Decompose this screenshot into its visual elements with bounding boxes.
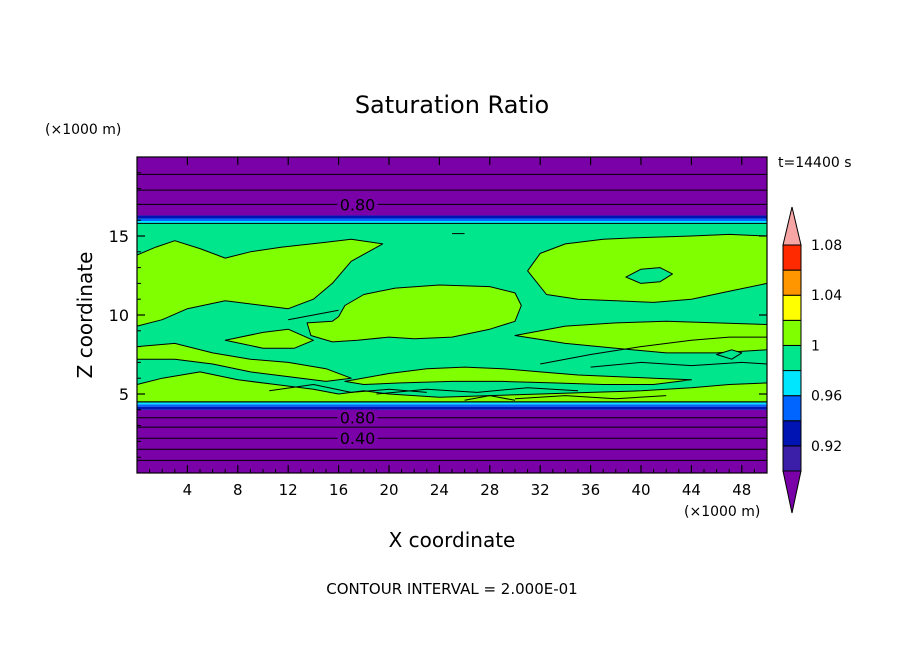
contour-label-1: 0.80 <box>340 409 376 428</box>
band-2 <box>137 404 767 407</box>
colorbar-label-0.96: 0.96 <box>811 389 842 405</box>
band-0 <box>137 409 767 473</box>
x-axis-ticks: 4 8 12 16 20 24 28 32 36 40 44 48 <box>149 157 755 499</box>
contour-label-bg-1 <box>337 409 378 426</box>
chart-title: Saturation Ratio <box>355 91 549 119</box>
colorbar-segment-1 <box>782 420 802 447</box>
contour-region-0 <box>137 238 384 327</box>
x-tick-label-20: 20 <box>379 481 398 499</box>
x-tick-label-28: 28 <box>480 481 499 499</box>
contour-lines <box>137 173 767 461</box>
band-6 <box>137 218 767 221</box>
y-tick-label-15: 15 <box>109 227 129 246</box>
y-axis-ticks: 5 10 15 <box>109 172 767 458</box>
x-tick-label-4: 4 <box>183 481 193 499</box>
contour-region-4 <box>514 320 767 354</box>
contour-extra-line-1 <box>376 387 579 395</box>
y-unit-label: (×1000 m) <box>45 122 121 138</box>
contour-plot-area <box>137 157 767 473</box>
colorbar-segment-8 <box>782 244 802 271</box>
x-tick-label-40: 40 <box>631 481 650 499</box>
x-tick-label-12: 12 <box>279 481 298 499</box>
colorbar-segment-3 <box>782 370 802 397</box>
colorbar-segment-7 <box>782 269 802 296</box>
colorbar-label-1: 1 <box>811 338 820 354</box>
contour-region-9 <box>716 349 743 360</box>
colorbar-label-1.08: 1.08 <box>811 238 842 254</box>
x-tick-label-36: 36 <box>581 481 600 499</box>
contour-extra-line-5 <box>540 336 767 365</box>
contour-regions <box>137 233 767 403</box>
contour-label-0: 0.80 <box>340 195 376 214</box>
colorbar-under-triangle <box>782 470 802 514</box>
band-1 <box>137 406 767 410</box>
contour-region-8 <box>625 267 673 284</box>
contour-extra-line-4 <box>590 361 767 368</box>
y-axis-label: Z coordinate <box>73 252 97 379</box>
x-tick-label-16: 16 <box>329 481 348 499</box>
colorbar-over-triangle <box>782 206 802 246</box>
contour-region-2 <box>306 284 522 343</box>
contour-extra-line-6 <box>288 309 339 321</box>
colorbar: 0.92 0.96 1 1.04 1.08 <box>782 206 842 514</box>
time-label: t=14400 s <box>778 155 852 171</box>
x-unit-label: (×1000 m) <box>684 504 760 520</box>
contour-region-1 <box>137 371 767 403</box>
contour-region-7 <box>344 366 692 385</box>
band-7 <box>137 215 767 219</box>
contour-interval-footer: CONTOUR INTERVAL = 2.000E-01 <box>326 580 577 598</box>
x-tick-label-48: 48 <box>732 481 751 499</box>
contour-label-bg-0 <box>337 196 378 213</box>
band-5 <box>137 220 767 224</box>
x-tick-label-24: 24 <box>430 481 449 499</box>
contour-labels: 0.800.800.40 <box>337 195 378 448</box>
band-3 <box>137 401 767 405</box>
contour-label-2: 0.40 <box>340 429 376 448</box>
colorbar-segment-0 <box>782 445 802 472</box>
x-axis-label: X coordinate <box>389 528 516 552</box>
x-tick-label-32: 32 <box>531 481 550 499</box>
y-tick-label-5: 5 <box>119 385 129 404</box>
band-8 <box>137 157 767 216</box>
colorbar-label-1.04: 1.04 <box>811 288 842 304</box>
contour-extra-line-3 <box>464 395 516 401</box>
contour-extra-line-0 <box>269 384 427 393</box>
y-tick-label-10: 10 <box>109 306 129 325</box>
x-tick-label-44: 44 <box>682 481 701 499</box>
colorbar-segment-4 <box>782 344 802 372</box>
contour-extra-lines <box>269 233 767 401</box>
contour-extra-line-2 <box>514 395 667 400</box>
colorbar-label-0.92: 0.92 <box>811 439 842 455</box>
colorbar-segment-6 <box>782 294 802 321</box>
contour-region-5 <box>137 342 352 382</box>
colorbar-segment-2 <box>782 395 802 422</box>
x-tick-label-8: 8 <box>233 481 243 499</box>
colorbar-segment-5 <box>782 319 802 346</box>
contour-region-6 <box>224 328 314 349</box>
contour-label-bg-2 <box>337 430 378 447</box>
